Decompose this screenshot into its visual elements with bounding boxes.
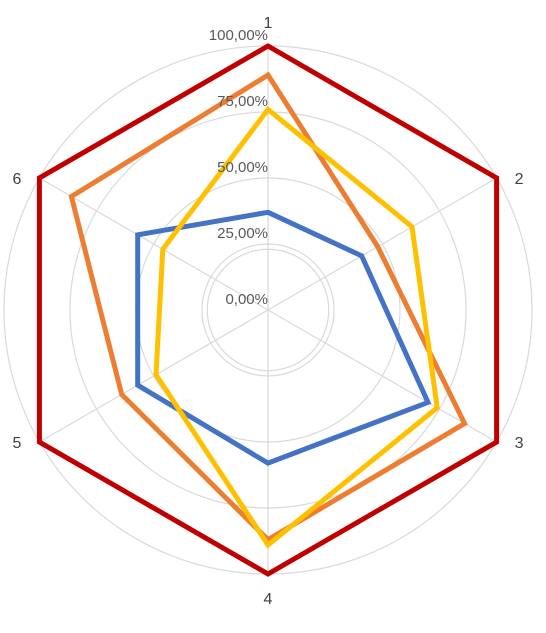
series-layer xyxy=(36,43,500,577)
series-2-line xyxy=(153,105,440,549)
series-1-line xyxy=(68,71,468,543)
category-label-2: 2 xyxy=(515,171,524,188)
tick-label-4: 100,00% xyxy=(209,27,268,44)
category-label-3: 3 xyxy=(515,435,524,452)
grid-layer xyxy=(3,45,533,575)
tick-label-1: 25,00% xyxy=(217,225,268,242)
tick-label-0: 0,00% xyxy=(225,291,268,308)
spoke-5 xyxy=(39,309,269,443)
tick-label-2: 50,00% xyxy=(217,159,268,176)
series-0-line xyxy=(135,209,432,466)
category-label-1: 1 xyxy=(264,15,273,32)
category-label-4: 4 xyxy=(264,591,273,608)
spoke-3 xyxy=(267,309,497,443)
category-label-5: 5 xyxy=(12,435,21,452)
series-3-line xyxy=(36,43,500,577)
category-label-6: 6 xyxy=(12,171,21,188)
tick-label-3: 75,00% xyxy=(217,93,268,110)
spoke-6 xyxy=(39,177,269,311)
label-layer: 0,00% 25,00% 50,00% 75,00% 100,00%1 2 3 4 5 6 xyxy=(12,15,523,608)
spoke-2 xyxy=(267,177,497,311)
